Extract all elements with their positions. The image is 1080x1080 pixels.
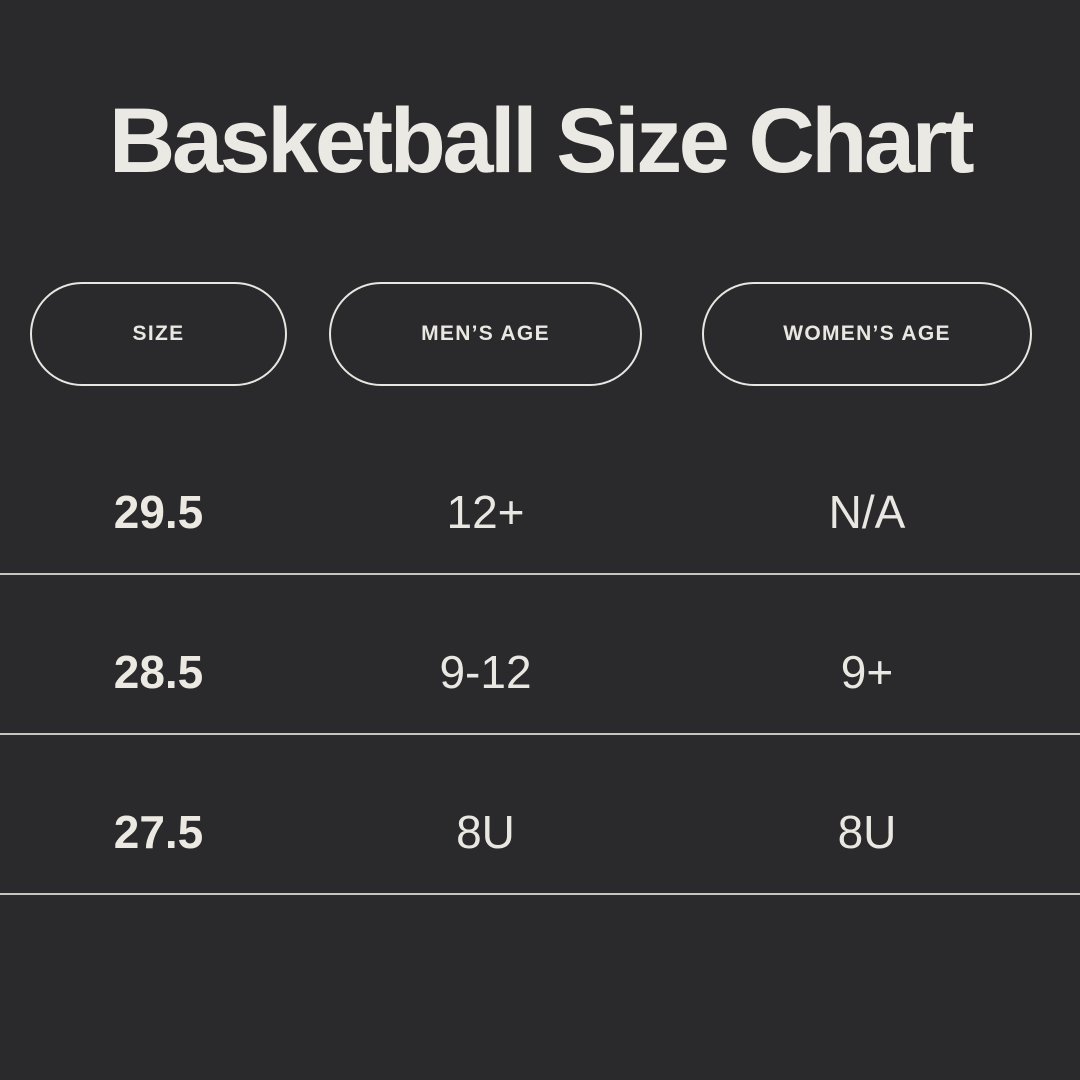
column-header-mens-age-label: MEN’S AGE bbox=[421, 322, 550, 345]
size-table: 29.5 12+ N/A 28.5 9-12 9+ 27.5 8U 8U bbox=[0, 388, 1080, 895]
column-header-size: SIZE bbox=[30, 282, 287, 386]
table-row-27-5: 27.5 8U 8U bbox=[0, 735, 1080, 895]
column-header-mens-age: MEN’S AGE bbox=[329, 282, 642, 386]
mens-age-cell: 8U bbox=[456, 806, 515, 858]
column-header-womens-age: WOMEN’S AGE bbox=[702, 282, 1032, 386]
size-cell: 29.5 bbox=[113, 486, 204, 538]
table-row-29-5: 29.5 12+ N/A bbox=[0, 388, 1080, 575]
mens-age-cell: 12+ bbox=[446, 486, 525, 538]
womens-age-cell: 9+ bbox=[840, 646, 894, 698]
mens-age-cell: 9-12 bbox=[439, 646, 532, 698]
column-header-womens-age-label: WOMEN’S AGE bbox=[783, 322, 951, 345]
page-title: Basketball Size Chart bbox=[108, 90, 975, 192]
size-cell: 28.5 bbox=[113, 646, 204, 698]
size-cell: 27.5 bbox=[113, 806, 204, 858]
column-header-size-label: SIZE bbox=[132, 322, 185, 345]
womens-age-cell: 8U bbox=[837, 806, 897, 858]
table-row-28-5: 28.5 9-12 9+ bbox=[0, 575, 1080, 735]
column-headers: SIZE MEN’S AGE WOMEN’S AGE bbox=[0, 282, 1080, 386]
womens-age-cell: N/A bbox=[828, 486, 906, 538]
